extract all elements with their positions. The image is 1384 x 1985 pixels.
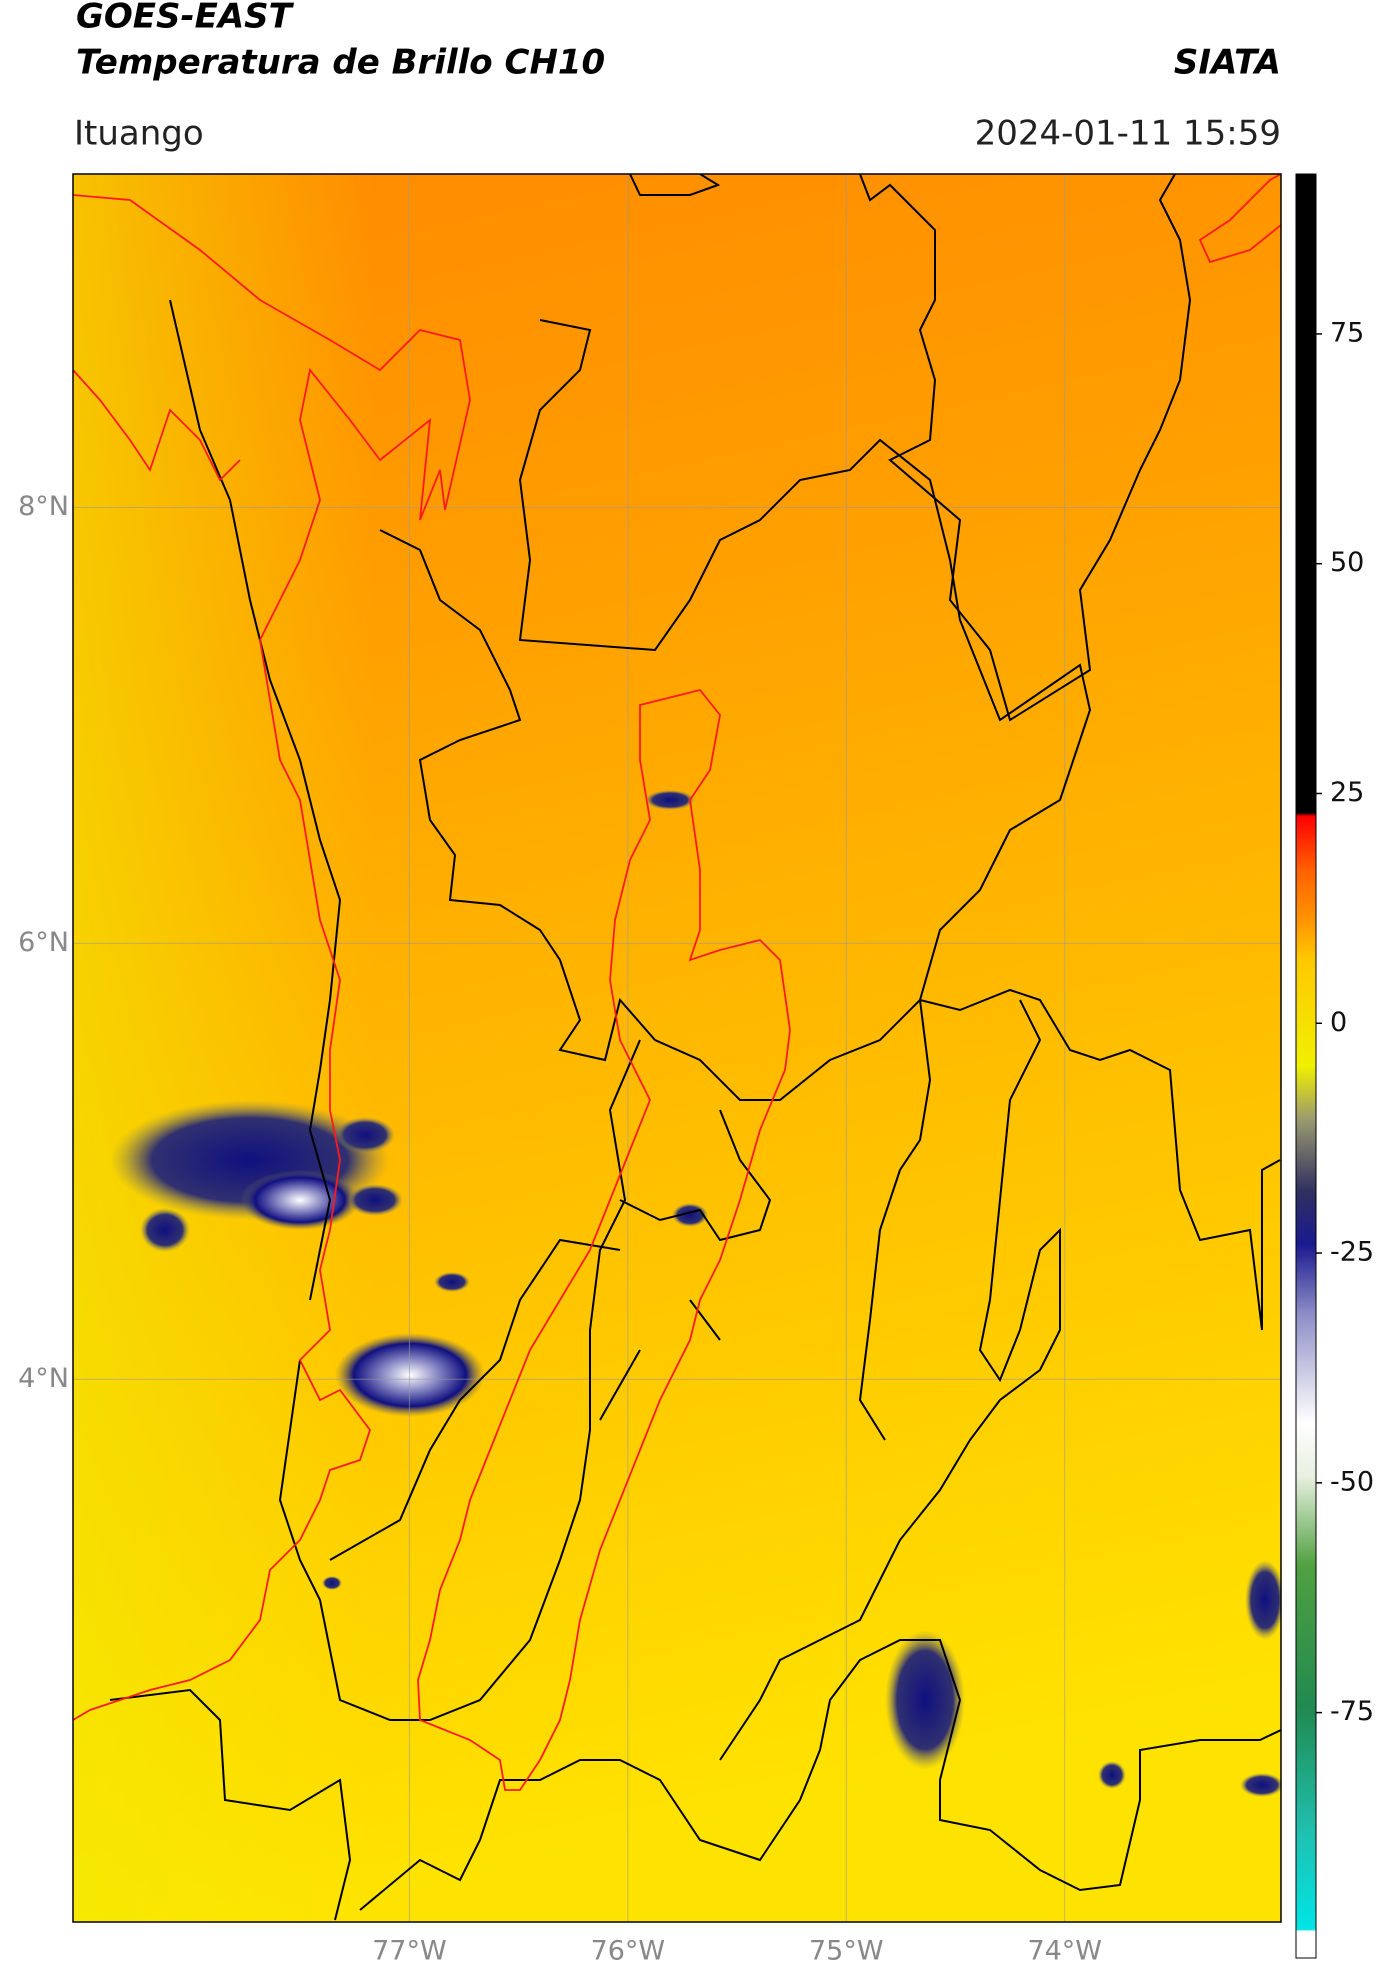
colorbar-tick-label: 50	[1330, 547, 1364, 578]
colorbar-tick-label: -50	[1330, 1466, 1374, 1497]
colorbar-tick-label: -75	[1330, 1696, 1374, 1727]
x-tick-label: 75°W	[809, 1936, 884, 1967]
axes: 77°W 76°W 75°W 74°W 4°N 6°N 8°N	[18, 491, 1102, 1967]
y-tick-label: 4°N	[18, 1363, 69, 1394]
x-tick-label: 74°W	[1027, 1936, 1102, 1967]
clouds	[110, 790, 1281, 1797]
colorbar	[1295, 173, 1317, 1959]
x-tick-label: 77°W	[372, 1936, 447, 1967]
colorbar-tick-label: -25	[1330, 1237, 1374, 1268]
datetime: 2024-01-11 15:59	[975, 114, 1281, 154]
x-tick-label: 76°W	[591, 1936, 666, 1967]
location: Ituango	[74, 114, 204, 154]
y-tick-label: 6°N	[18, 927, 69, 958]
title: GOES-EAST	[76, 0, 295, 37]
source: SIATA	[1174, 43, 1281, 83]
y-tick-label: 8°N	[18, 491, 69, 522]
colorbar-tick-label: 75	[1330, 317, 1364, 348]
colorbar-axis: -75 -50 -25 0 25 50 75	[1316, 317, 1374, 1727]
colorbar-tick-label: 0	[1330, 1007, 1347, 1038]
grid	[73, 174, 1281, 1922]
colorbar-tick-label: 25	[1330, 777, 1364, 808]
map-shade	[73, 174, 1281, 1922]
map	[73, 174, 1281, 1922]
subtitle: Temperatura de Brillo CH10	[76, 43, 605, 83]
map-frame	[72, 173, 1282, 1923]
red-borders	[73, 174, 1281, 1791]
